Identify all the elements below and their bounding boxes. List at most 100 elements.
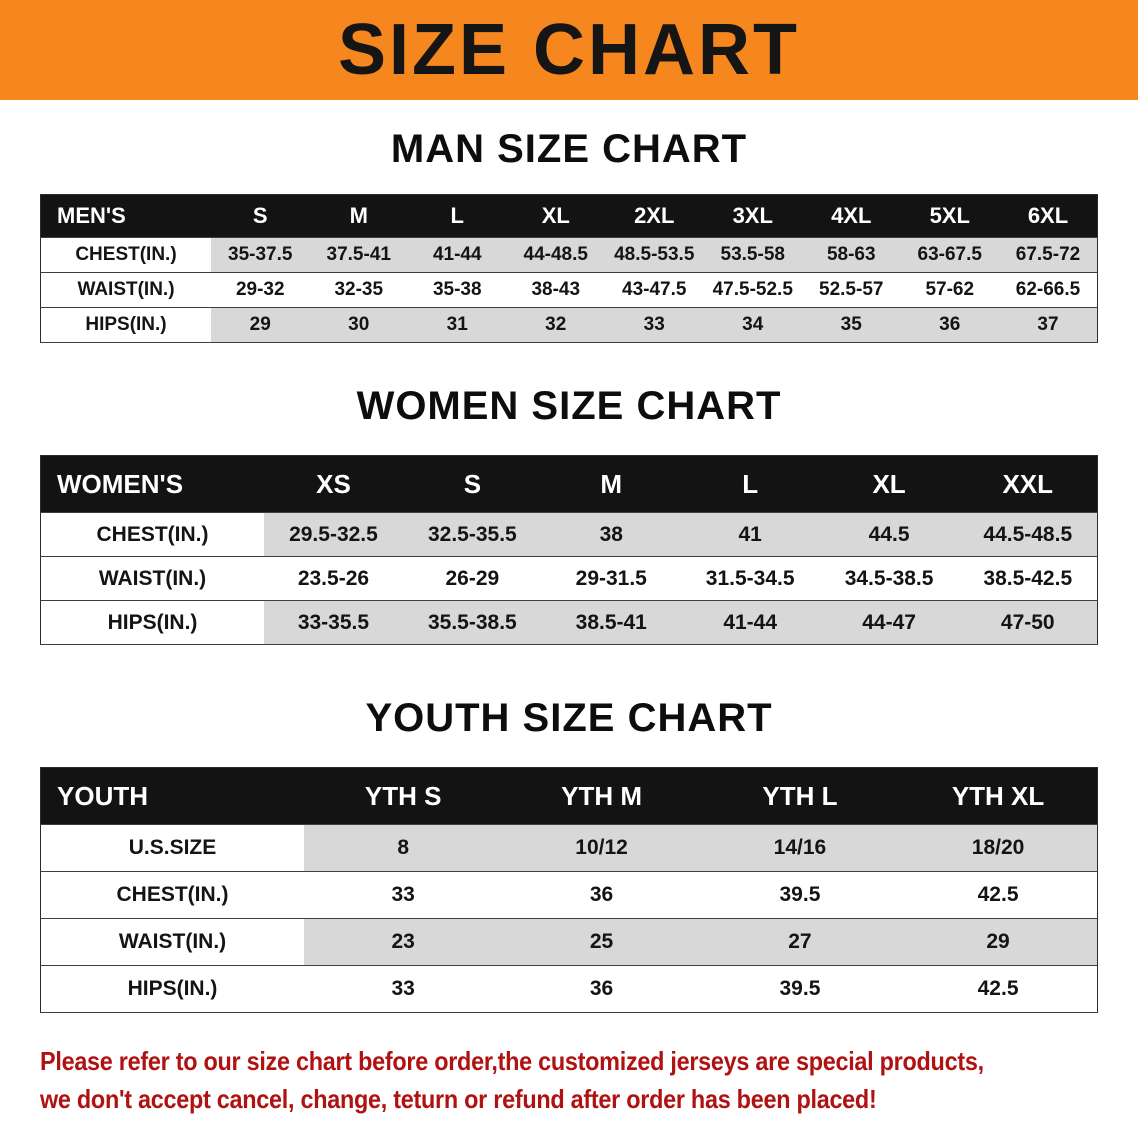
size-value-cell: 35: [802, 307, 901, 343]
size-value-cell: 37: [999, 307, 1098, 343]
size-value-cell: 52.5-57: [802, 272, 901, 308]
size-value-cell: 47.5-52.5: [703, 272, 802, 308]
size-value-cell: 18/20: [899, 824, 1098, 872]
size-value-cell: 30: [309, 307, 408, 343]
size-value-cell: 27: [700, 918, 900, 966]
size-header-cell: M: [309, 194, 408, 238]
measurement-label: HIPS(IN.): [40, 965, 304, 1013]
men-section-heading: MAN SIZE CHART: [390, 127, 748, 171]
size-header-cell: XL: [819, 455, 959, 513]
size-value-cell: 35-38: [408, 272, 507, 308]
measurement-label: U.S.SIZE: [40, 824, 304, 872]
size-value-cell: 33: [304, 965, 503, 1013]
size-value-cell: 33-35.5: [264, 600, 403, 645]
disclaimer-line-1: Please refer to our size chart before or…: [40, 1046, 984, 1076]
size-value-cell: 58-63: [802, 237, 901, 273]
size-value-cell: 34.5-38.5: [819, 556, 959, 601]
size-value-cell: 44.5-48.5: [958, 512, 1098, 557]
size-header-cell: YTH S: [304, 767, 503, 825]
table-title-cell: WOMEN'S: [40, 455, 264, 513]
disclaimer: Please refer to our size chart before or…: [40, 1043, 1028, 1118]
size-header-cell: S: [402, 455, 542, 513]
size-value-cell: 31.5-34.5: [680, 556, 820, 601]
page-title: SIZE CHART: [338, 10, 800, 90]
size-value-cell: 23.5-26: [264, 556, 403, 601]
size-value-cell: 44.5: [819, 512, 959, 557]
size-value-cell: 36: [900, 307, 999, 343]
size-value-cell: 35.5-38.5: [402, 600, 542, 645]
size-value-cell: 34: [703, 307, 802, 343]
size-value-cell: 36: [502, 871, 701, 919]
size-value-cell: 29: [899, 918, 1098, 966]
measurement-row: WAIST(IN.) 23.5-26 26-29 29-31.5 31.5-34.5 34…: [40, 556, 1098, 601]
size-header-cell: 6XL: [999, 194, 1098, 238]
measurement-row: CHEST(IN.) 33 36 39.5 42.5: [40, 871, 1098, 919]
size-value-cell: 10/12: [502, 824, 701, 872]
women-size-section: WOMEN SIZE CHART WOMEN'S XS S M L XL XXL CHEST(…: [0, 383, 1138, 645]
size-value-cell: 62-66.5: [999, 272, 1098, 308]
size-value-cell: 38.5-41: [541, 600, 681, 645]
men-size-section: MAN SIZE CHART MEN'S S M L XL 2XL 3XL 4XL 5XL 6XL…: [0, 126, 1138, 343]
size-header-cell: 2XL: [605, 194, 704, 238]
size-header-cell: YTH XL: [899, 767, 1098, 825]
size-header-row: YOUTH YTH S YTH M YTH L YTH XL: [40, 767, 1098, 825]
size-value-cell: 47-50: [958, 600, 1098, 645]
size-value-cell: 35-37.5: [211, 237, 310, 273]
size-header-cell: L: [680, 455, 820, 513]
measurement-row: HIPS(IN.) 33-35.5 35.5-38.5 38.5-41 41-44 44-…: [40, 600, 1098, 645]
measurement-label: HIPS(IN.): [40, 600, 264, 645]
size-value-cell: 37.5-41: [309, 237, 408, 273]
size-value-cell: 53.5-58: [703, 237, 802, 273]
youth-size-table: YOUTH YTH S YTH M YTH L YTH XL U.S.SIZE 8 10/12…: [40, 767, 1098, 1013]
size-value-cell: 39.5: [700, 965, 900, 1013]
measurement-label: HIPS(IN.): [40, 307, 211, 343]
size-header-cell: YTH M: [502, 767, 701, 825]
men-size-table: MEN'S S M L XL 2XL 3XL 4XL 5XL 6XL CHEST(IN.) 35-37…: [40, 194, 1098, 343]
size-value-cell: 29-31.5: [541, 556, 681, 601]
size-header-cell: M: [541, 455, 681, 513]
size-value-cell: 38-43: [506, 272, 605, 308]
measurement-row: U.S.SIZE 8 10/12 14/16 18/20: [40, 824, 1098, 872]
size-value-cell: 23: [304, 918, 503, 966]
size-value-cell: 67.5-72: [999, 237, 1098, 273]
size-value-cell: 25: [502, 918, 701, 966]
measurement-row: HIPS(IN.) 29 30 31 32 33 34 35 36 37: [40, 307, 1098, 343]
size-value-cell: 29: [211, 307, 310, 343]
measurement-row: CHEST(IN.) 35-37.5 37.5-41 41-44 44-48.5 48.5…: [40, 237, 1098, 273]
disclaimer-line-2: we don't accept cancel, change, teturn o…: [40, 1083, 877, 1114]
table-title-cell: YOUTH: [40, 767, 304, 825]
size-value-cell: 31: [408, 307, 507, 343]
size-value-cell: 42.5: [899, 871, 1098, 919]
size-header-cell: L: [408, 194, 507, 238]
size-value-cell: 39.5: [700, 871, 900, 919]
women-size-table: WOMEN'S XS S M L XL XXL CHEST(IN.) 29.5-32.5 32.5…: [40, 455, 1098, 645]
size-value-cell: 8: [304, 824, 503, 872]
measurement-row: WAIST(IN.) 23 25 27 29: [40, 918, 1098, 966]
size-header-cell: XL: [506, 194, 605, 238]
size-value-cell: 14/16: [700, 824, 900, 872]
measurement-label: WAIST(IN.): [40, 272, 211, 308]
women-section-heading: WOMEN SIZE CHART: [356, 384, 782, 428]
size-value-cell: 42.5: [899, 965, 1098, 1013]
size-value-cell: 41-44: [408, 237, 507, 273]
size-header-cell: 4XL: [802, 194, 901, 238]
youth-size-section: YOUTH SIZE CHART YOUTH YTH S YTH M YTH L YTH…: [0, 695, 1138, 1013]
size-header-cell: S: [211, 194, 310, 238]
size-value-cell: 41: [680, 512, 820, 557]
size-value-cell: 32-35: [309, 272, 408, 308]
measurement-row: HIPS(IN.) 33 36 39.5 42.5: [40, 965, 1098, 1013]
size-value-cell: 32: [506, 307, 605, 343]
size-value-cell: 43-47.5: [605, 272, 704, 308]
measurement-label: CHEST(IN.): [40, 871, 304, 919]
measurement-label: CHEST(IN.): [40, 237, 211, 273]
size-value-cell: 26-29: [402, 556, 542, 601]
size-value-cell: 29-32: [211, 272, 310, 308]
size-value-cell: 57-62: [900, 272, 999, 308]
size-header-cell: XXL: [958, 455, 1098, 513]
measurement-label: WAIST(IN.): [40, 556, 264, 601]
table-title-cell: MEN'S: [40, 194, 211, 238]
size-value-cell: 48.5-53.5: [605, 237, 704, 273]
measurement-label: WAIST(IN.): [40, 918, 304, 966]
size-header-cell: XS: [264, 455, 403, 513]
